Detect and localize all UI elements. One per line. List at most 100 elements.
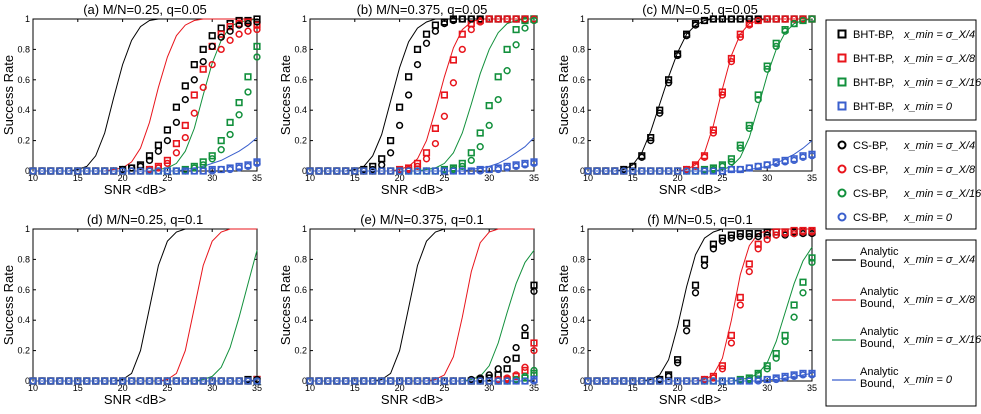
y-tick-label: 0.4 (17, 105, 30, 115)
cs-point-q8 (217, 45, 225, 54)
legend-circle-marker (837, 140, 847, 150)
cs-point-q0 (190, 377, 198, 385)
cs-point-q0 (83, 377, 91, 385)
y-tick-label: 0.6 (294, 75, 307, 85)
bht-point-q8 (718, 88, 726, 96)
bht-point-q4 (682, 319, 691, 327)
bht-point-q16 (199, 158, 207, 166)
cs-point-q0 (584, 377, 592, 385)
cs-point-q0 (512, 162, 520, 171)
chart-title: (a) M/N=0.25, q=0.05 (83, 2, 207, 17)
y-tick-label: 0.4 (294, 315, 307, 325)
bht-point-q16 (235, 99, 243, 107)
cs-point-q0 (244, 162, 252, 171)
x-tick-label: 25 (439, 173, 449, 183)
cs-point-q16 (763, 65, 771, 73)
bht-point-q16 (763, 62, 771, 70)
cs-point-q4 (136, 162, 145, 171)
cs-point-q0 (673, 167, 682, 175)
x-tick-label: 35 (529, 173, 539, 183)
cs-point-q0 (781, 158, 789, 166)
bht-point-q16 (467, 149, 475, 157)
y-tick-label: 0.2 (572, 346, 585, 356)
bht-point-q16 (736, 141, 744, 149)
bht-point-q16 (244, 73, 252, 81)
cs-point-q0 (799, 371, 807, 379)
legend-square: BHT-BP, x_min = σ_X/4 BHT-BP, x_min = σ_X/8… (825, 19, 981, 121)
cs-point-q0 (83, 167, 91, 175)
cs-point-q4 (431, 27, 440, 35)
cs-point-q8 (772, 231, 780, 239)
x-tick-label: 35 (807, 173, 817, 183)
y-tick-label: 0.4 (572, 105, 585, 115)
y-tick-label: 0.6 (294, 285, 307, 295)
cs-point-q0 (656, 167, 664, 175)
cs-point-q0 (772, 159, 780, 168)
cs-point-q8 (700, 153, 709, 161)
cs-point-q0 (629, 377, 637, 385)
bht-point-q8 (199, 65, 207, 73)
y-tick-label: 0.2 (572, 136, 585, 146)
legend-label: CS-BP, (853, 140, 888, 152)
cs-point-q8 (727, 339, 736, 347)
cs-point-q0 (47, 167, 55, 175)
cs-point-q0 (101, 167, 109, 175)
cs-point-q8 (208, 60, 216, 69)
bht-point-q16 (790, 301, 798, 309)
x-tick-label: 30 (207, 383, 217, 393)
chart-panel-3: (c) M/N=0.5, q=0.05 0 0.2 0.4 0.6 0.8 1 10 15 20 2… (556, 2, 817, 197)
cs-point-q0 (754, 162, 762, 171)
legend-circle: CS-BP, x_min = σ_X/4 CS-BP, x_min = σ_X/8 CS… (825, 130, 981, 230)
cs-point-q0 (530, 159, 538, 168)
cs-point-q16 (226, 130, 234, 139)
cs-point-q4 (413, 60, 422, 69)
cs-point-q0 (485, 377, 493, 385)
cs-point-q4 (503, 356, 511, 364)
cs-point-q4 (244, 19, 252, 28)
cs-point-q4 (629, 162, 637, 171)
y-tick-label: 0.4 (294, 105, 307, 115)
bht-point-q4 (673, 356, 682, 364)
bht-point-q8 (449, 56, 458, 64)
x-tick-label: 30 (484, 173, 494, 183)
cs-point-q4 (154, 147, 163, 155)
cs-point-q0 (647, 377, 655, 385)
legend-label: Analytic (860, 366, 899, 378)
cs-point-q0 (458, 377, 466, 385)
cs-point-q0 (217, 377, 225, 385)
cs-point-q0 (127, 167, 136, 175)
bht-point-q4 (709, 240, 717, 248)
cs-point-q4 (512, 343, 520, 352)
cs-point-q8 (736, 301, 744, 309)
y-axis-label: Success Rate (556, 55, 571, 135)
bht-point-q4 (745, 230, 753, 238)
legend-label: Bound, (860, 298, 895, 310)
chart-title: (f) M/N=0.5, q=0.1 (647, 212, 753, 227)
cs-point-q8 (440, 112, 449, 120)
y-tick-label: 0 (580, 376, 585, 386)
y-tick-label: 0.6 (17, 75, 30, 85)
cs-point-q0 (217, 165, 225, 174)
cs-point-q16 (253, 53, 261, 61)
x-tick-label: 20 (118, 383, 128, 393)
bht-point-q8 (736, 293, 744, 302)
legend-label: Bound, (860, 338, 895, 350)
cs-point-q4 (691, 289, 700, 297)
legend-math: x_min = σ_X/4 (903, 140, 975, 152)
cs-point-q0 (92, 167, 100, 175)
cs-point-q4 (226, 27, 234, 35)
cs-point-q16 (476, 143, 484, 151)
cs-point-q0 (306, 377, 314, 385)
bht-point-q8 (181, 121, 189, 129)
legend-square-marker (837, 53, 847, 63)
cs-point-q8 (253, 25, 261, 34)
cs-point-q0 (235, 164, 243, 172)
chart-title: (d) M/N=0.25, q=0.1 (87, 212, 203, 227)
cs-point-q16 (208, 155, 216, 163)
x-tick-label: 20 (118, 173, 128, 183)
x-tick-label: 25 (717, 173, 727, 183)
x-tick-label: 30 (762, 383, 772, 393)
bht-point-q8 (772, 228, 780, 236)
cs-point-q0 (808, 152, 816, 160)
cs-point-q16 (244, 88, 252, 96)
